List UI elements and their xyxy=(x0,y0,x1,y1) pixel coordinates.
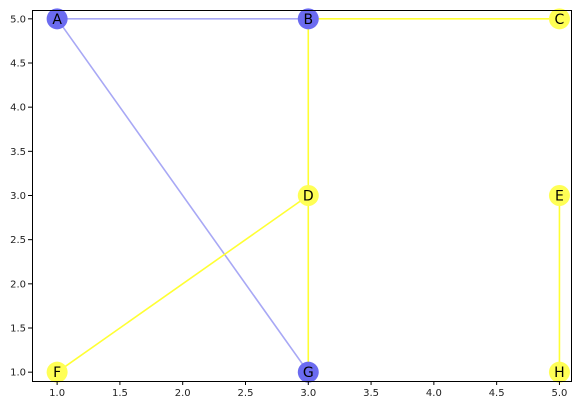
x-tick-label: 1.0 xyxy=(49,388,65,399)
node-circle-f xyxy=(46,361,68,383)
y-tick-label: 1.0 xyxy=(10,368,26,379)
nodes-layer: A B C D E F G H xyxy=(46,8,570,383)
edge-a-g xyxy=(56,18,309,373)
y-tick-label: 5.0 xyxy=(10,14,26,25)
y-tick-label: 3.0 xyxy=(10,191,26,202)
node-f: F xyxy=(46,361,68,383)
y-tick-label: 4.0 xyxy=(10,103,26,114)
node-label-d: D xyxy=(303,189,314,205)
node-d: D xyxy=(297,185,319,206)
x-tick-label: 4.0 xyxy=(426,388,442,399)
node-circle-b xyxy=(297,8,319,30)
x-tick-label: 2.0 xyxy=(175,388,191,399)
node-circle-d xyxy=(297,185,319,206)
node-label-b: B xyxy=(303,12,313,28)
node-circle-e xyxy=(548,185,570,206)
x-tick-label: 5.0 xyxy=(551,388,567,399)
x-tick-label: 3.0 xyxy=(300,388,316,399)
node-label-g: G xyxy=(303,365,314,381)
node-circle-c xyxy=(548,8,570,30)
y-tick-label: 2.5 xyxy=(10,235,26,246)
node-circle-h xyxy=(548,361,570,383)
node-label-a: A xyxy=(52,12,62,28)
node-circle-g xyxy=(297,361,319,383)
x-tick-label: 2.5 xyxy=(238,388,254,399)
x-axis-ticks: 1.0 1.5 2.0 2.5 3.0 3.5 4.0 4.5 5.0 xyxy=(49,381,567,399)
x-tick-label: 4.5 xyxy=(489,388,505,399)
node-label-f: F xyxy=(53,365,61,381)
node-a: A xyxy=(46,8,68,30)
y-tick-label: 3.5 xyxy=(10,147,26,158)
edge-d-f xyxy=(56,194,309,373)
x-tick-label: 1.5 xyxy=(112,388,128,399)
node-label-e: E xyxy=(555,189,564,205)
edges-layer xyxy=(56,18,561,373)
node-g: G xyxy=(297,361,319,383)
node-label-h: H xyxy=(554,365,565,381)
node-e: E xyxy=(548,185,570,206)
y-tick-label: 4.5 xyxy=(10,59,26,70)
node-h: H xyxy=(548,361,570,383)
node-b: B xyxy=(297,8,319,30)
y-axis-ticks: 1.0 1.5 2.0 2.5 3.0 3.5 4.0 4.5 5.0 xyxy=(10,14,32,379)
y-tick-label: 2.0 xyxy=(10,279,26,290)
x-tick-label: 3.5 xyxy=(363,388,379,399)
node-label-c: C xyxy=(555,12,565,28)
node-circle-a xyxy=(46,8,68,30)
y-tick-label: 1.5 xyxy=(10,324,26,335)
node-c: C xyxy=(548,8,570,30)
